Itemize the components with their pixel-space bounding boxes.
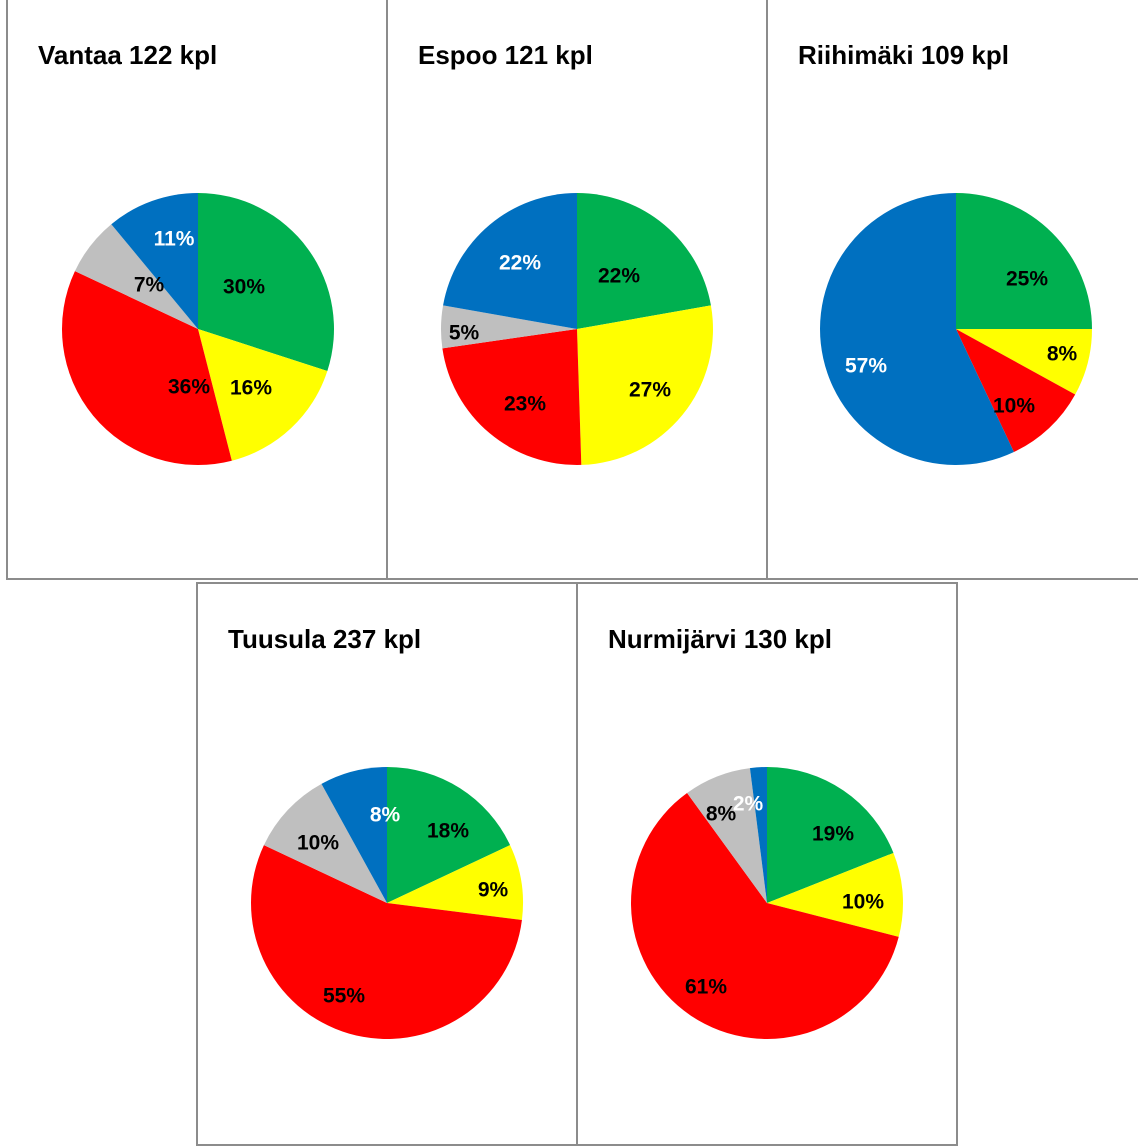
- pie-chart: 30% 16% 36% 7% 11%: [61, 193, 334, 466]
- pie-slice: [820, 193, 1014, 466]
- slice-label: 8%: [370, 804, 401, 827]
- chart-title: Vantaa 122 kpl: [38, 40, 218, 70]
- slice-label: 11%: [154, 228, 195, 251]
- pie-slice: [687, 768, 767, 903]
- pie-chart: 19% 10% 61% 8%2%: [631, 767, 904, 1039]
- pie-slice: [577, 305, 713, 465]
- slice-label: 5%: [449, 322, 480, 345]
- pie-chart: 22% 27% 23% 5% 22%: [440, 193, 713, 465]
- slice-label: 22%: [598, 265, 640, 288]
- slice-label: 57%: [845, 355, 887, 378]
- pie-panel-vantaa: Vantaa 122 kpl 30% 16% 36% 7% 11%: [6, 0, 388, 580]
- pie-slice: [61, 271, 232, 466]
- slice-label: 10%: [993, 395, 1035, 418]
- pie-slice: [749, 767, 767, 903]
- pie-slice: [442, 329, 582, 465]
- slice-label: 16%: [230, 377, 272, 400]
- pie-slice: [198, 193, 334, 372]
- pie-panel-espoo: Espoo 121 kpl 22% 27% 23% 5% 22%: [386, 0, 768, 580]
- pie-slice: [443, 193, 577, 329]
- pie-chart: 18% 9% 55% 10% 8%: [251, 767, 524, 1039]
- pie-panel-riihimaki: Riihimäki 109 kpl 25% 8% 10% 57%: [766, 0, 1138, 580]
- pie-slice: [263, 783, 387, 903]
- pie-slice: [577, 193, 711, 329]
- slice-label: 30%: [223, 276, 265, 299]
- pie-slice: [440, 305, 577, 349]
- pie-slice: [767, 767, 894, 903]
- pie-slice: [74, 224, 198, 329]
- pie-slice: [198, 329, 328, 461]
- pie-panel-nurmijarvi: Nurmijärvi 130 kpl 19% 10% 61% 8% 2%: [576, 582, 958, 1146]
- chart-title: Tuusula 237 kpl: [228, 624, 422, 654]
- slice-label: 10%: [297, 832, 339, 855]
- pie-slice: [387, 767, 511, 903]
- pie-slice: [956, 329, 1076, 453]
- pie-slice: [956, 329, 1092, 395]
- pie-slice: [251, 845, 522, 1039]
- pie-slice: [321, 767, 387, 903]
- slice-label: 18%: [427, 820, 469, 843]
- chart-title: Espoo 121 kpl: [418, 40, 593, 70]
- pie-chart: 25% 8% 10% 57%: [820, 193, 1092, 466]
- chart-title: Riihimäki 109 kpl: [798, 40, 1009, 70]
- pie-slice: [767, 852, 904, 937]
- slice-label: 9%: [478, 879, 509, 902]
- pie-slice: [956, 193, 1092, 329]
- pie-slice: [111, 193, 198, 329]
- slice-label: 2%: [733, 793, 764, 816]
- slice-label: 7%: [134, 274, 165, 297]
- slice-label: 22%: [499, 252, 541, 275]
- slice-label: 8%: [1047, 343, 1078, 366]
- pie-slice: [631, 792, 899, 1039]
- slice-label: 19%: [812, 823, 854, 846]
- slice-label: 10%: [842, 891, 884, 914]
- slice-label: 36%: [168, 376, 210, 399]
- slice-label: 25%: [1006, 268, 1048, 291]
- slice-label: 8%: [706, 803, 737, 826]
- pie-panel-tuusula: Tuusula 237 kpl 18% 9% 55% 10% 8%: [196, 582, 578, 1146]
- pie-slice: [387, 845, 524, 921]
- slice-label: 23%: [504, 393, 546, 416]
- slice-label: 27%: [629, 379, 671, 402]
- slice-label: 55%: [323, 985, 365, 1008]
- slice-label: 61%: [685, 976, 727, 999]
- chart-title: Nurmijärvi 130 kpl: [608, 624, 832, 654]
